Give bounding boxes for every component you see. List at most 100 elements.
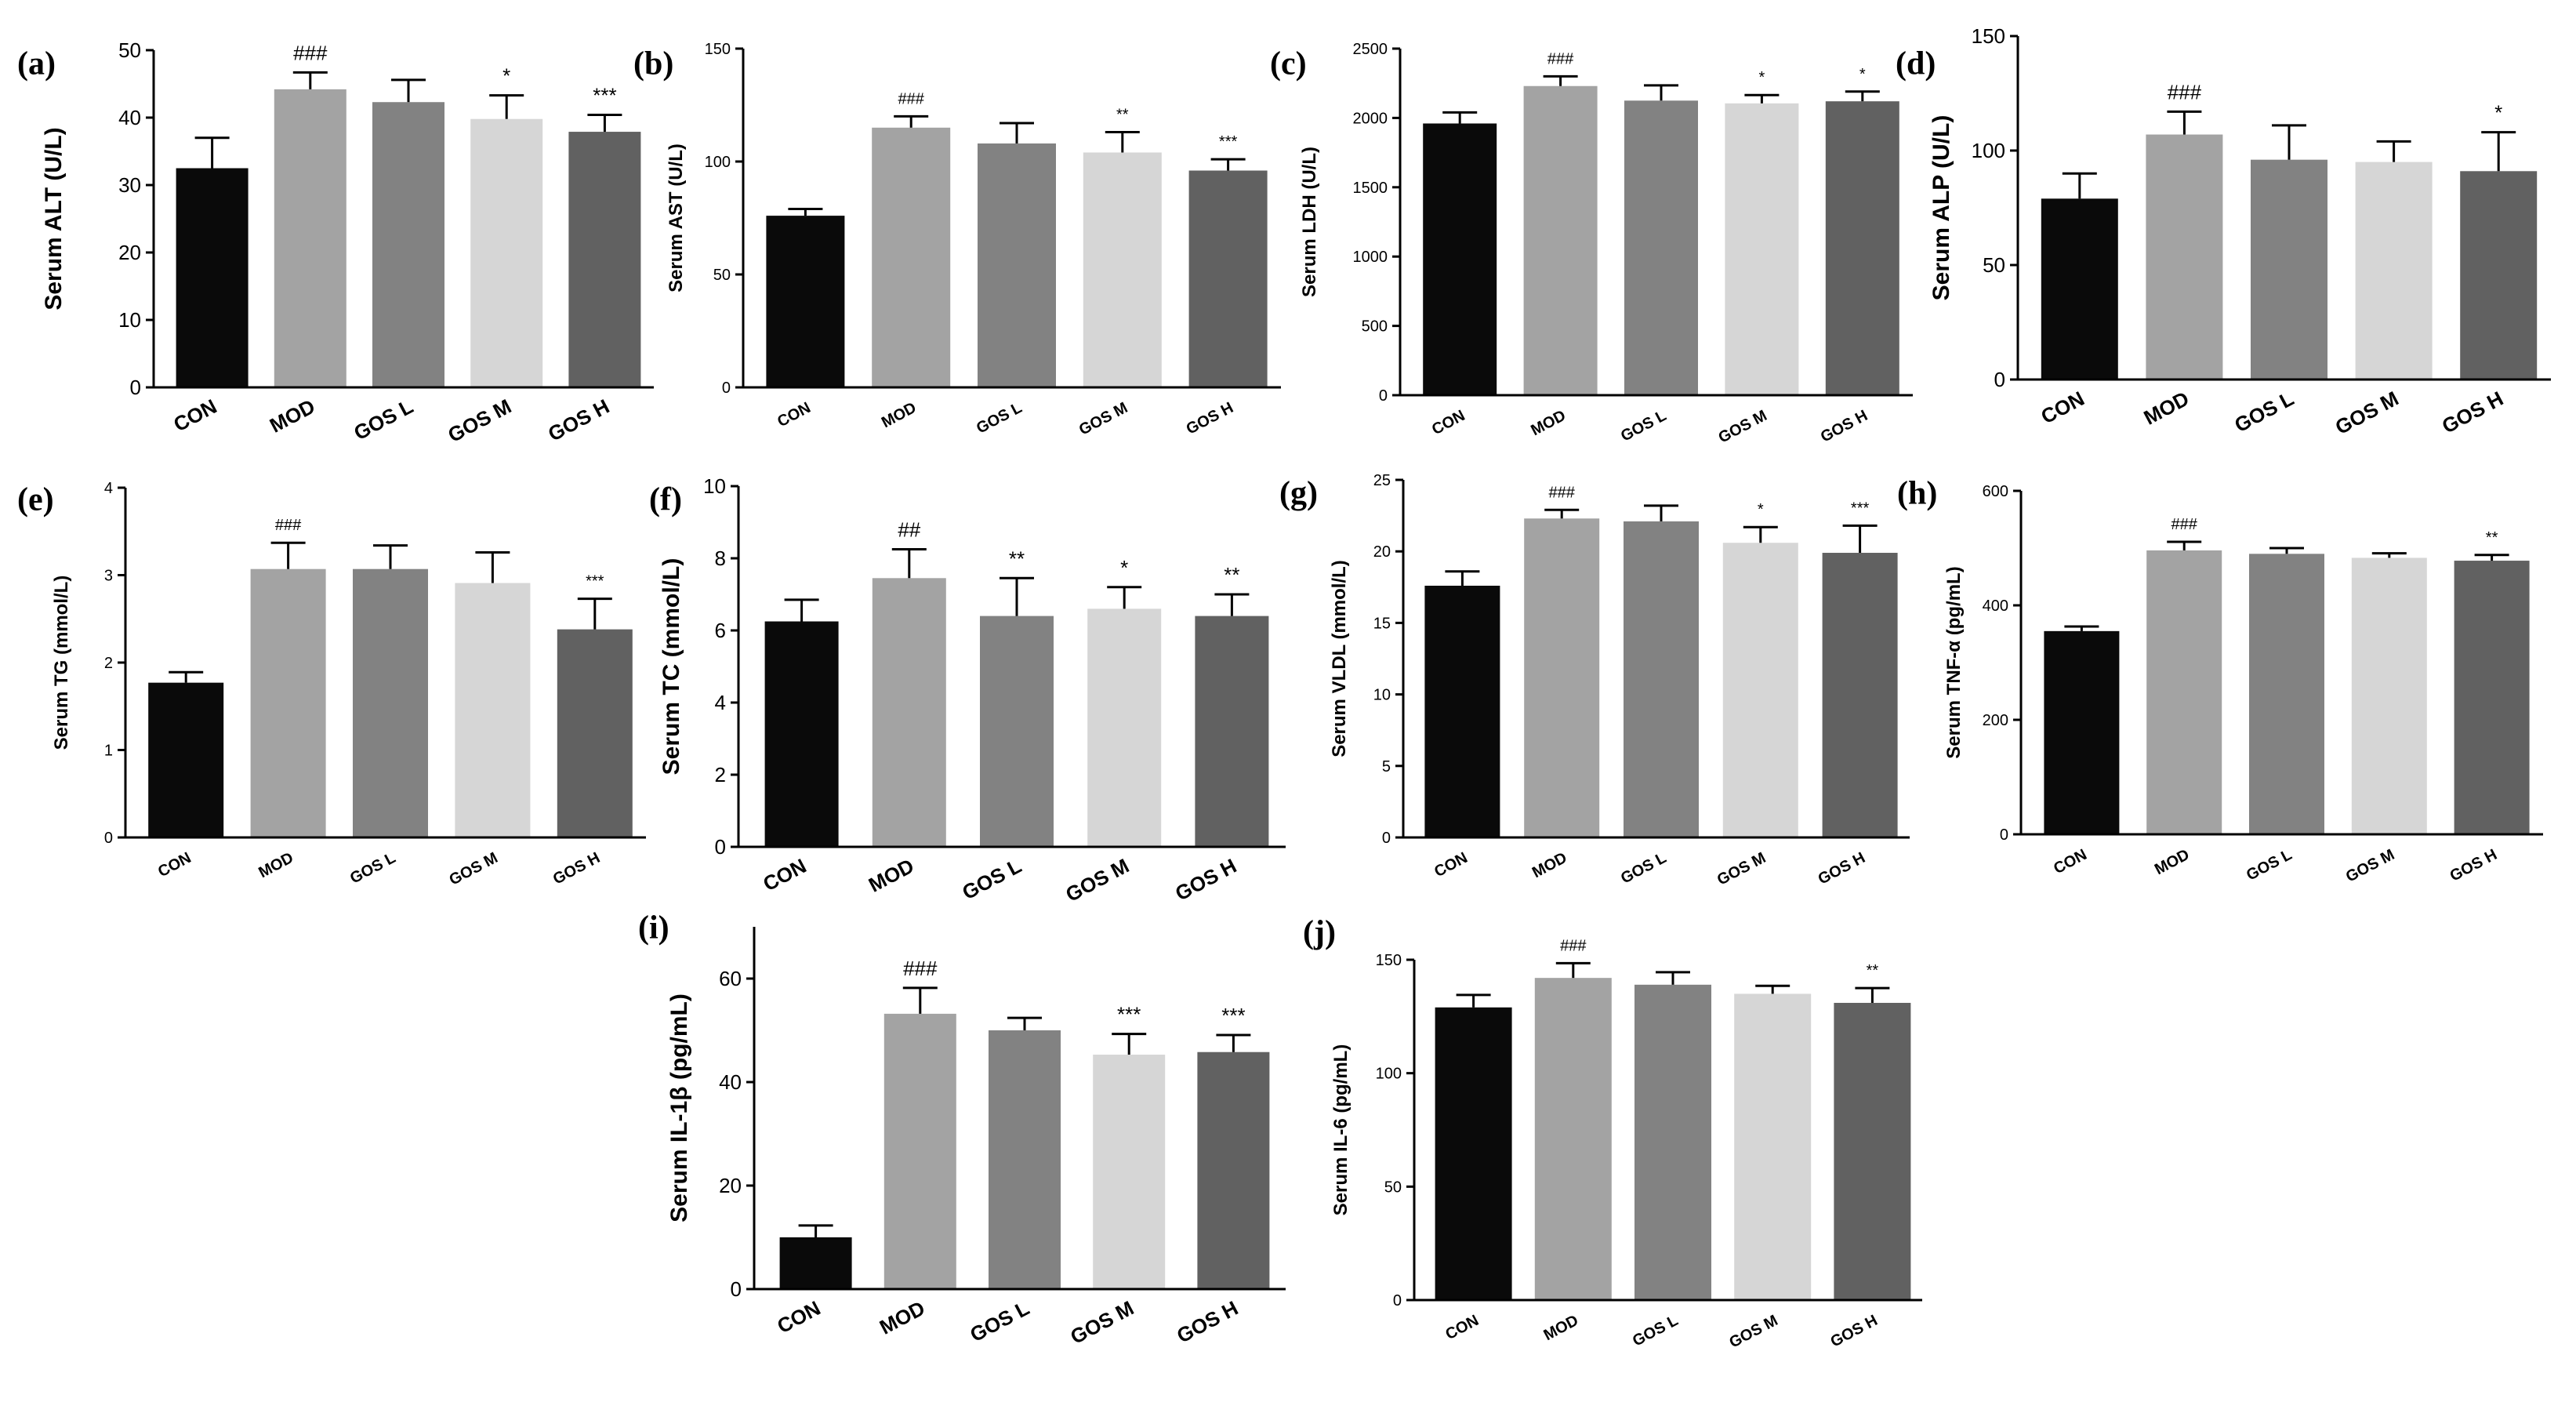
y-tick-label: 5 [1382, 758, 1391, 775]
significance-label: ### [275, 517, 302, 534]
y-tick-label: 100 [705, 154, 731, 171]
significance-label: *** [593, 84, 616, 107]
panel-label: (d) [1896, 46, 1936, 82]
bar-mod [1524, 518, 1600, 837]
category-label: GOS M [1076, 399, 1130, 439]
significance-label: ### [898, 90, 925, 107]
significance-label: *** [1117, 1003, 1141, 1026]
bar-mod [872, 127, 951, 388]
bar-mod [2146, 134, 2223, 380]
significance-label: ## [898, 518, 920, 542]
chart-panel-g: (g) CON ### MOD GOS L * GOS M *** GOS H 0 5 10 15 20 2… [1279, 472, 1910, 889]
bar-gos-h [2454, 561, 2530, 834]
category-label: GOS H [1171, 854, 1240, 906]
significance-label: *** [1851, 499, 1870, 517]
category-label: CON [1431, 849, 1471, 881]
category-label: CON [2051, 846, 2090, 877]
y-tick-label: 20 [1373, 543, 1391, 561]
category-label: GOS M [447, 849, 501, 889]
y-tick-label: 1000 [1353, 249, 1388, 266]
significance-label: * [1759, 69, 1765, 86]
y-tick-label: 40 [118, 106, 141, 129]
chart-panel-c: (c) CON ### MOD GOS L * GOS M * GOS H 0 500 1000 150… [1270, 41, 1913, 447]
category-label: GOS M [1061, 854, 1133, 906]
bar-gos-l [1624, 100, 1698, 396]
bar-gos-h [557, 629, 633, 837]
y-tick-label: 30 [118, 173, 141, 197]
chart-panel-h: (h) CON ### MOD GOS L GOS M ** GOS H 0 200 400 600 S… [1897, 476, 2543, 886]
category-label: MOD [879, 399, 920, 431]
bar-gos-l [1634, 984, 1711, 1300]
chart-panel-a: (a) CON ### MOD GOS L * GOS M *** GOS H 0 10 20 30 40… [17, 38, 654, 447]
chart-panel-f: (f) CON ## MOD ** GOS L * GOS M ** GOS H 0 2 4 6 8 10 Se… [649, 474, 1286, 906]
panel-label: (h) [1897, 476, 1937, 512]
y-axis-label: Serum IL-1β (pg/mL) [666, 993, 692, 1222]
category-label: GOS L [1618, 407, 1669, 445]
panel-label: (c) [1270, 46, 1307, 82]
y-tick-label: 1500 [1353, 180, 1388, 197]
bar-gos-m [455, 583, 531, 837]
category-label: CON [2037, 387, 2088, 429]
bar-mod [872, 578, 946, 847]
bar-gos-m [1734, 993, 1812, 1300]
y-tick-label: 400 [1983, 597, 2008, 615]
panel-label: (f) [649, 482, 682, 518]
y-tick-label: 50 [118, 38, 141, 62]
bar-gos-l [980, 616, 1054, 847]
category-label: MOD [2140, 387, 2193, 430]
bar-gos-m [2355, 162, 2433, 380]
category-label: GOS L [974, 399, 1025, 438]
y-tick-label: 0 [1382, 830, 1391, 847]
y-tick-label: 0 [130, 376, 141, 399]
significance-label: ** [2486, 529, 2498, 547]
category-label: MOD [256, 849, 296, 881]
category-label: MOD [1541, 1312, 1582, 1344]
y-tick-label: 100 [1376, 1066, 1402, 1083]
y-tick-label: 100 [1972, 139, 2005, 162]
category-label: GOS M [2331, 387, 2403, 439]
bar-mod [1523, 85, 1598, 396]
significance-label: ** [1867, 962, 1879, 979]
y-tick-label: 0 [2000, 826, 2008, 844]
category-label: GOS H [544, 394, 613, 446]
bar-con [2044, 630, 2120, 834]
bar-gos-h [1197, 1052, 1270, 1289]
bar-con [764, 621, 839, 847]
significance-label: ### [2171, 516, 2198, 533]
category-label: GOS M [1066, 1296, 1137, 1349]
bar-gos-m [2351, 558, 2427, 834]
panel-label: (b) [633, 46, 673, 82]
panel-label: (g) [1279, 476, 1318, 512]
y-tick-label: 40 [719, 1070, 742, 1094]
bar-mod [250, 568, 326, 837]
panel-label: (j) [1303, 915, 1336, 951]
panel-label: (a) [17, 46, 56, 82]
y-axis-label: Serum VLDL (mmol/L) [1329, 560, 1350, 757]
y-tick-label: 0 [715, 835, 726, 859]
significance-label: *** [1219, 133, 1238, 151]
y-tick-label: 2 [715, 763, 726, 786]
category-label: GOS H [1173, 1296, 1242, 1348]
category-label: GOS L [966, 1296, 1033, 1347]
category-label: CON [759, 854, 810, 896]
chart-panel-j: (j) CON ### MOD GOS L GOS M ** GOS H 0 50 100 150 Se… [1303, 915, 1922, 1352]
category-label: GOS H [2447, 846, 2500, 885]
category-label: GOS H [1818, 407, 1870, 446]
y-tick-label: 500 [1362, 318, 1388, 336]
significance-label: * [1120, 556, 1128, 579]
category-label: GOS H [1816, 849, 1868, 888]
y-tick-label: 50 [1384, 1179, 1402, 1196]
bar-mod [2146, 550, 2222, 834]
y-tick-label: 150 [705, 41, 731, 58]
significance-label: ** [1224, 563, 1239, 587]
bar-mod [1534, 978, 1612, 1300]
bar-gos-m [1725, 103, 1799, 395]
panel-label: (i) [638, 910, 669, 946]
bar-gos-l [372, 102, 444, 387]
bar-gos-h [1188, 170, 1268, 387]
bar-gos-h [2460, 171, 2538, 380]
chart-panel-d: (d) CON ### MOD GOS L GOS M * GOS H 0 50 100 150 Ser… [1896, 24, 2551, 439]
significance-label: * [1859, 66, 1866, 83]
y-tick-label: 8 [715, 547, 726, 570]
